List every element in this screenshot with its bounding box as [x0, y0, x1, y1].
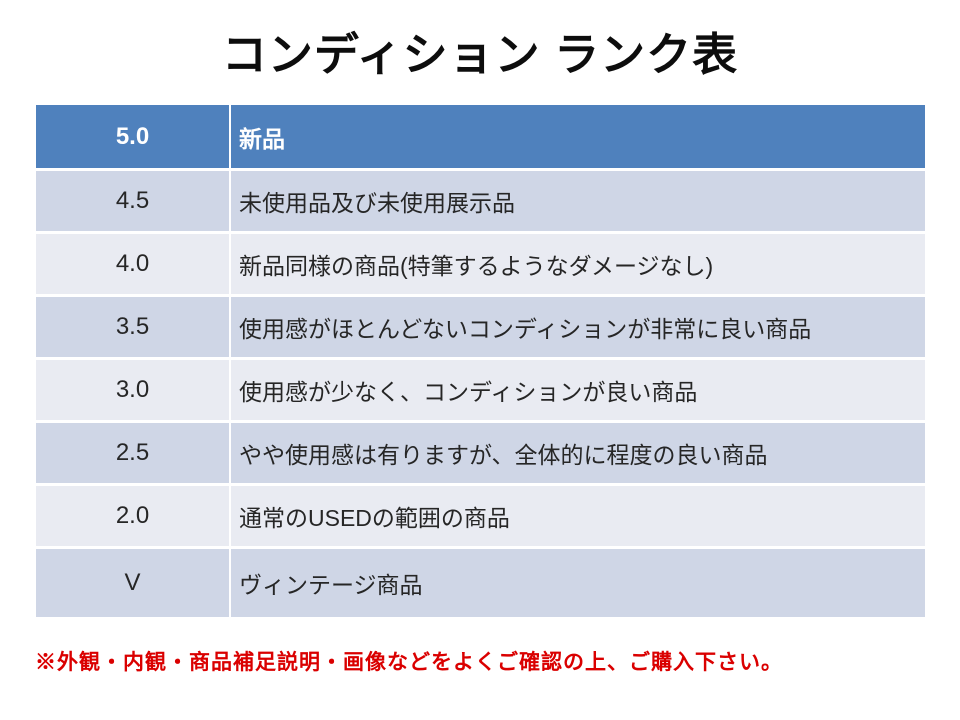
grade-cell: 2.0	[36, 486, 229, 546]
description-cell: ヴィンテージ商品	[231, 549, 925, 617]
description-cell: やや使用感は有りますが、全体的に程度の良い商品	[231, 423, 925, 483]
description-cell: 使用感がほとんどないコンディションが非常に良い商品	[231, 297, 925, 357]
page-title: コンディション ランク表	[221, 29, 739, 80]
purchase-note: ※外観・内観・商品補足説明・画像などをよくご確認の上、ご購入下さい。	[35, 651, 783, 674]
grade-cell: 5.0	[36, 105, 229, 168]
table-row: 2.5 やや使用感は有りますが、全体的に程度の良い商品	[36, 423, 925, 483]
grade-cell: 2.5	[36, 423, 229, 483]
table-row: 4.0 新品同様の商品(特筆するようなダメージなし)	[36, 234, 925, 294]
table-row: V ヴィンテージ商品	[36, 549, 925, 617]
description-cell: 未使用品及び未使用展示品	[231, 171, 925, 231]
condition-rank-table: 5.0 新品 4.5 未使用品及び未使用展示品 4.0 新品同様の商品(特筆する…	[36, 105, 925, 617]
table-row: 3.0 使用感が少なく、コンディションが良い商品	[36, 360, 925, 420]
table-row: 2.0 通常のUSEDの範囲の商品	[36, 486, 925, 546]
grade-cell: 4.0	[36, 234, 229, 294]
description-cell: 使用感が少なく、コンディションが良い商品	[231, 360, 925, 420]
description-cell: 新品	[231, 105, 925, 168]
grade-cell: V	[36, 549, 229, 617]
grade-cell: 3.5	[36, 297, 229, 357]
description-cell: 通常のUSEDの範囲の商品	[231, 486, 925, 546]
table-header-row: 5.0 新品	[36, 105, 925, 168]
grade-cell: 3.0	[36, 360, 229, 420]
table-row: 3.5 使用感がほとんどないコンディションが非常に良い商品	[36, 297, 925, 357]
description-cell: 新品同様の商品(特筆するようなダメージなし)	[231, 234, 925, 294]
grade-cell: 4.5	[36, 171, 229, 231]
table-row: 4.5 未使用品及び未使用展示品	[36, 171, 925, 231]
